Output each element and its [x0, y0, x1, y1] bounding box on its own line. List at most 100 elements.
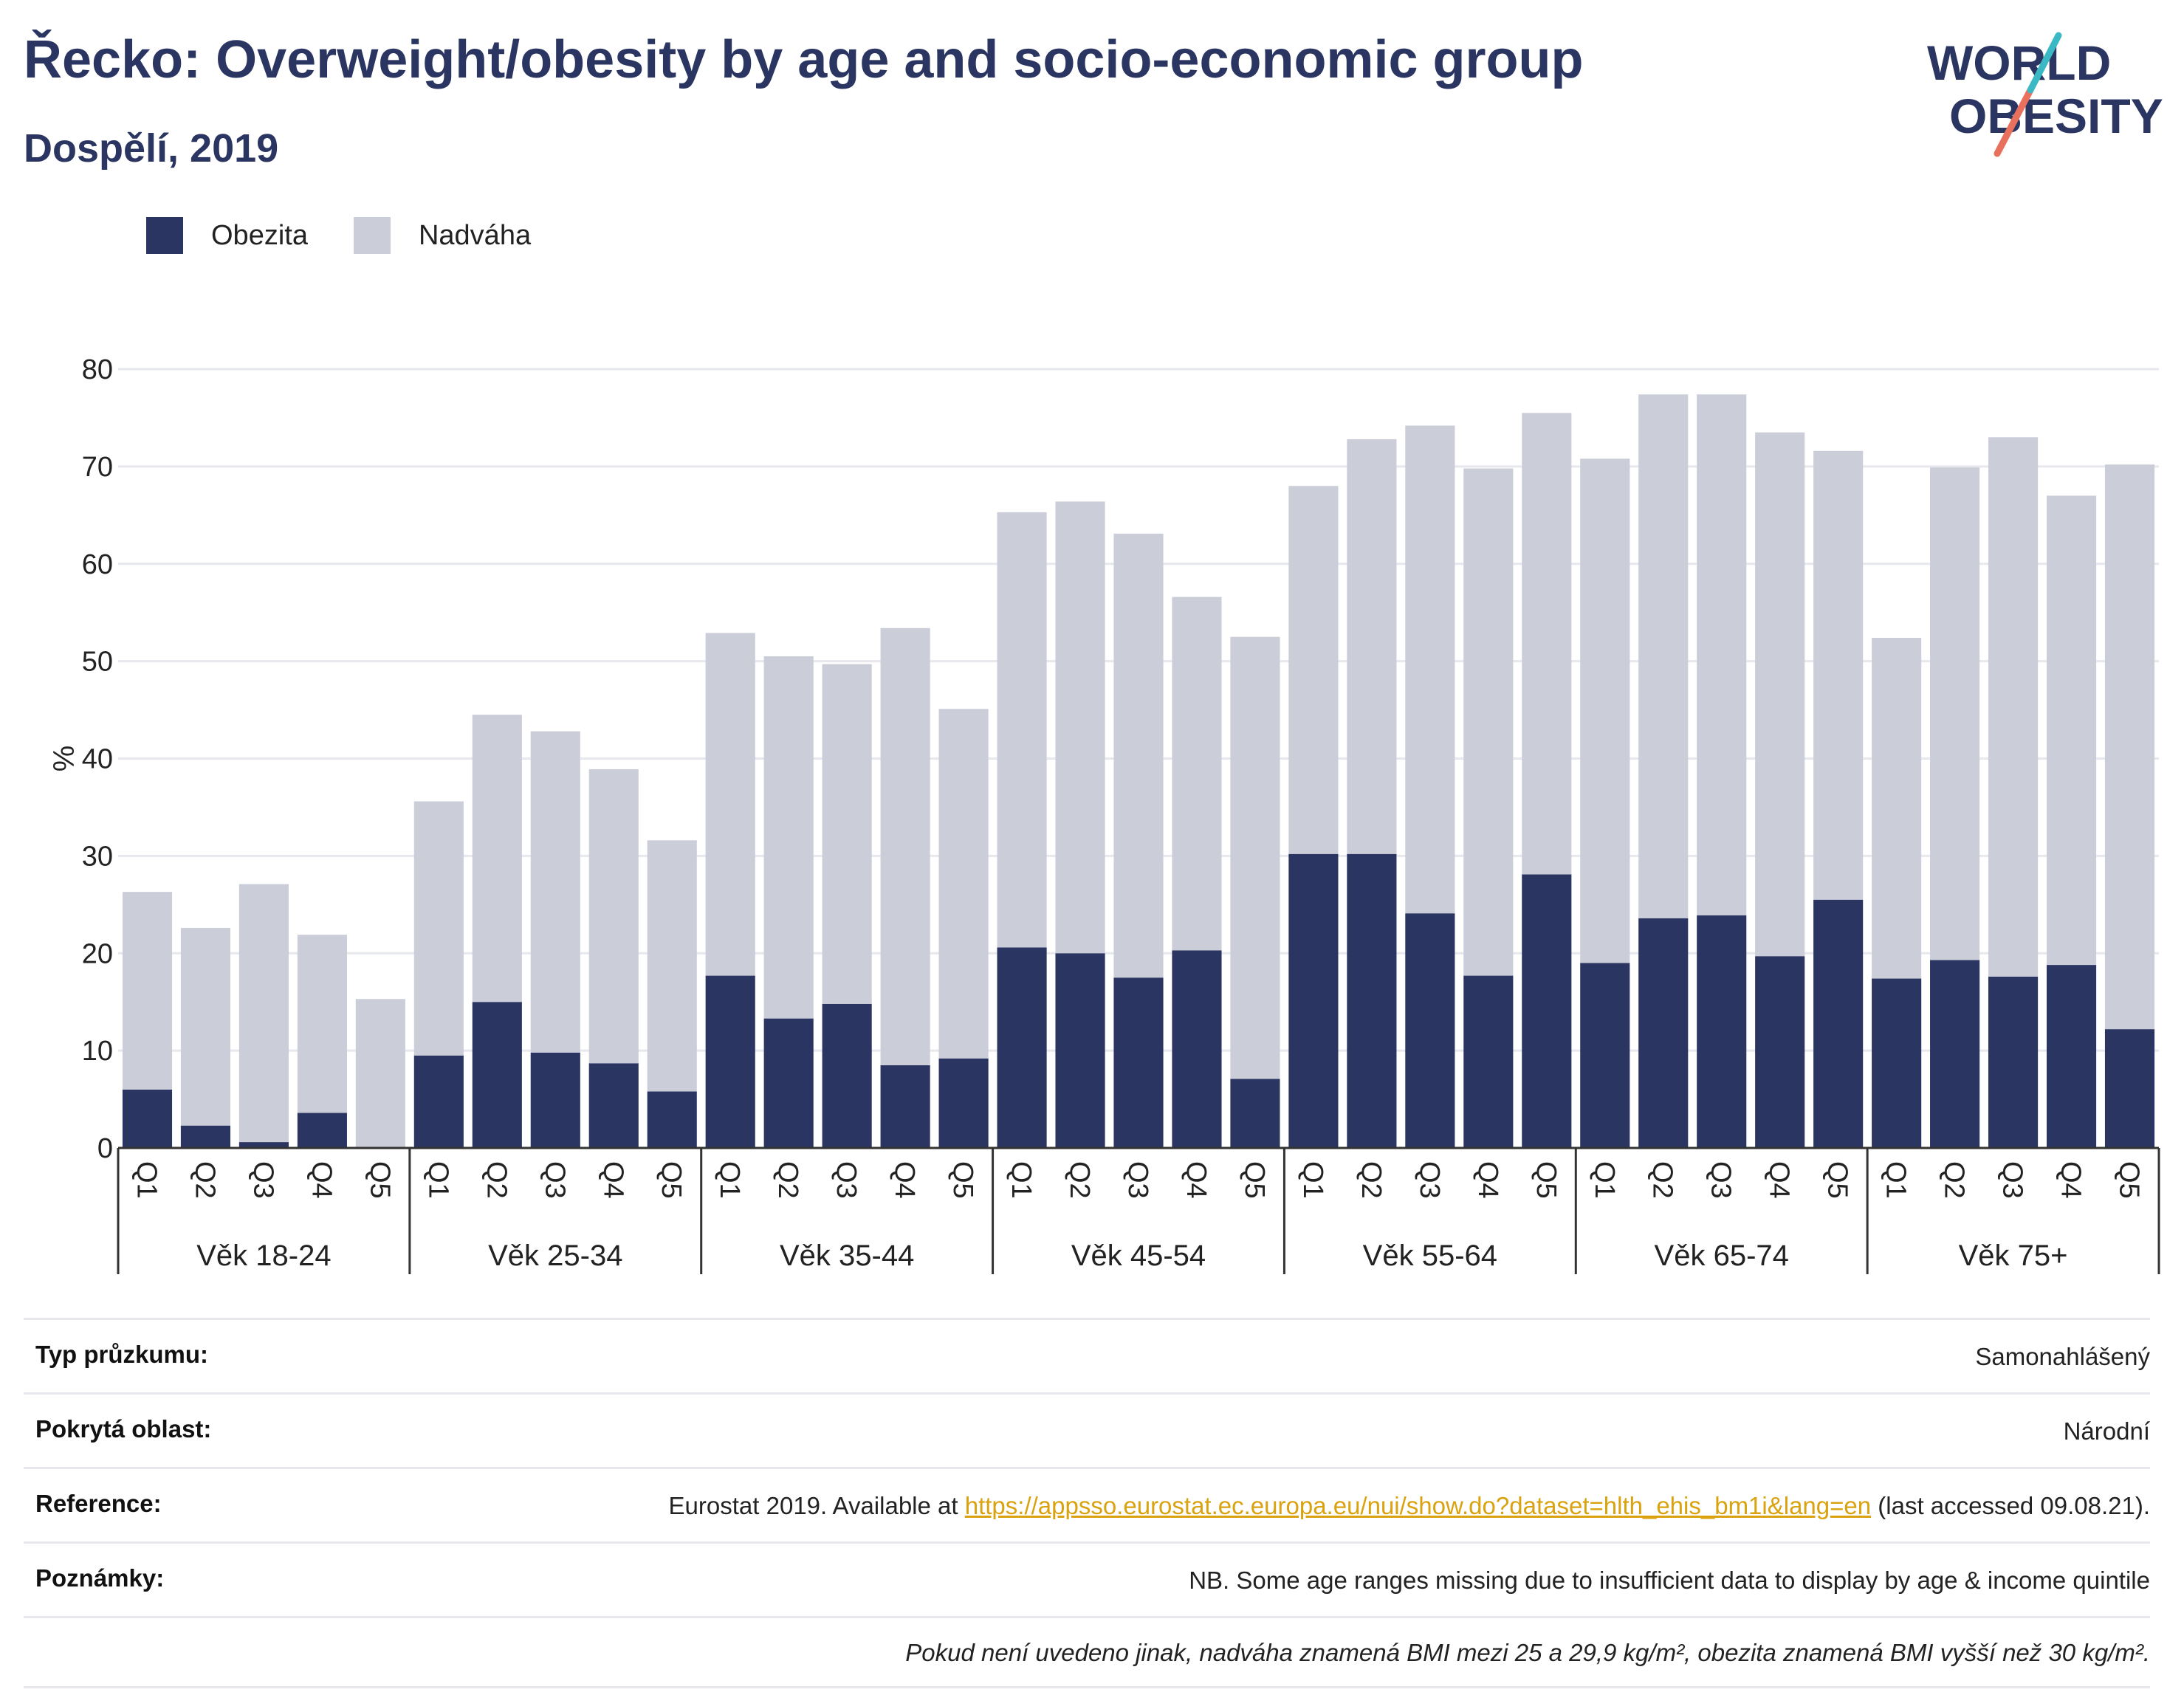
bar-obezita: [1347, 853, 1397, 1148]
y-tick-label: 50: [82, 647, 113, 678]
bar-nadvaha: [1988, 437, 2039, 977]
bar-nadvaha: [1697, 394, 1747, 915]
bar-nadvaha: [1172, 596, 1222, 951]
bar-nadvaha: [763, 656, 814, 1019]
x-group-label: Věk 35-44: [780, 1240, 914, 1272]
reference-prefix: Eurostat 2019. Available at: [668, 1492, 965, 1519]
x-tick-label-quintile: Q2: [772, 1161, 803, 1199]
bar-obezita: [238, 1142, 289, 1148]
bar-nadvaha: [1813, 450, 1864, 900]
stacked-bar-chart: 0 10 20 30 40 50 60 70 80% Q1 Q2 Q3 Q4 Q5 Q1 Q2 Q3 Q4 Q5 Q1…: [47, 354, 2160, 1274]
bar-nadvaha: [1522, 413, 1572, 875]
x-tick-label-quintile: Q2: [189, 1161, 220, 1199]
bar-obezita: [530, 1052, 580, 1148]
legend-label-nadvaha: Nadváha: [418, 219, 532, 251]
y-axis-label: %: [47, 746, 79, 772]
x-tick-label-quintile: Q2: [1064, 1161, 1095, 1199]
meta-value-reference: Eurostat 2019. Available at https://apps…: [669, 1490, 2150, 1522]
x-group-label: Věk 25-34: [488, 1240, 622, 1272]
bar-obezita: [1930, 960, 1980, 1148]
bar-nadvaha: [997, 512, 1047, 948]
bar-obezita: [2046, 965, 2097, 1148]
page-subtitle: Dospělí, 2019: [24, 126, 279, 171]
x-tick-label-quintile: Q3: [831, 1161, 862, 1199]
bar-nadvaha: [1347, 439, 1397, 854]
x-tick-label-quintile: Q1: [714, 1161, 745, 1199]
x-tick-label-quintile: Q1: [1297, 1161, 1328, 1199]
meta-label-coverage: Pokrytá oblast:: [35, 1415, 212, 1443]
reference-suffix: (last accessed 09.08.21).: [1871, 1492, 2150, 1519]
bar-nadvaha: [1638, 394, 1689, 918]
bar-obezita: [413, 1055, 464, 1148]
x-group-label: Věk 18-24: [196, 1240, 331, 1272]
x-tick-label-quintile: Q5: [1239, 1161, 1270, 1199]
bar-obezita: [1755, 956, 1805, 1148]
bar-obezita: [880, 1065, 930, 1148]
legend-swatch-nadvaha: [353, 217, 391, 254]
reference-link[interactable]: https://appsso.eurostat.ec.europa.eu/nui…: [964, 1492, 1872, 1519]
metadata-table: Typ průzkumu: Samonahlášený Pokrytá obla…: [24, 1318, 2150, 1688]
bar-nadvaha: [822, 664, 872, 1004]
y-tick-label: 40: [82, 744, 113, 775]
y-tick-label: 60: [82, 549, 113, 580]
x-tick-label-quintile: Q2: [1647, 1161, 1678, 1199]
x-tick-label-quintile: Q5: [364, 1161, 395, 1199]
logo-slash-teal: [2027, 32, 2062, 94]
x-tick-label-quintile: Q4: [1764, 1161, 1795, 1199]
x-tick-label-quintile: Q5: [1822, 1161, 1853, 1199]
x-tick-label-quintile: Q4: [597, 1161, 628, 1199]
x-group-label: Věk 55-64: [1363, 1240, 1497, 1272]
bar-nadvaha: [1580, 458, 1630, 963]
x-tick-label-quintile: Q4: [1472, 1161, 1503, 1199]
bar-obezita: [472, 1002, 522, 1148]
bar-nadvaha: [472, 715, 522, 1003]
x-tick-label-quintile: Q4: [889, 1161, 920, 1199]
y-tick-label: 70: [82, 452, 113, 483]
bar-obezita: [1638, 918, 1689, 1148]
bar-obezita: [1405, 913, 1455, 1148]
logo-text-world: WORLD: [1927, 35, 2111, 90]
x-tick-label-quintile: Q3: [1414, 1161, 1445, 1199]
y-tick-label: 0: [97, 1133, 113, 1164]
x-tick-label-quintile: Q2: [481, 1161, 512, 1199]
bar-nadvaha: [1930, 467, 1980, 960]
y-tick-label: 10: [82, 1036, 113, 1067]
bar-nadvaha: [355, 999, 405, 1148]
meta-row-survey-type: Typ průzkumu: Samonahlášený: [24, 1318, 2150, 1392]
bar-obezita: [763, 1018, 814, 1148]
bar-obezita: [2104, 1029, 2155, 1148]
x-group-label: Věk 45-54: [1071, 1240, 1206, 1272]
chart-legend: Obezita Nadváha: [146, 217, 577, 254]
bar-nadvaha: [1463, 468, 1514, 976]
logo-text-obesity: OBESITY: [1949, 89, 2163, 143]
x-tick-label-quintile: Q1: [1006, 1161, 1037, 1199]
bar-obezita: [647, 1091, 697, 1148]
meta-label-reference: Reference:: [35, 1490, 162, 1517]
meta-value-coverage: Národní: [2063, 1417, 2150, 1445]
bar-nadvaha: [413, 801, 464, 1056]
bar-nadvaha: [1872, 637, 1922, 979]
legend-item-nadvaha[interactable]: Nadváha: [353, 217, 532, 254]
legend-item-obezita[interactable]: Obezita: [146, 217, 308, 254]
x-tick-label-quintile: Q4: [306, 1161, 337, 1199]
bar-obezita: [1113, 977, 1164, 1148]
x-tick-label-quintile: Q5: [656, 1161, 687, 1199]
bar-obezita: [180, 1125, 231, 1148]
bar-nadvaha: [122, 892, 173, 1090]
bar-obezita: [997, 947, 1047, 1148]
x-tick-label-quintile: Q2: [1356, 1161, 1387, 1199]
bar-nadvaha: [1288, 486, 1339, 854]
x-tick-label-quintile: Q4: [1181, 1161, 1212, 1199]
meta-value-notes: NB. Some age ranges missing due to insuf…: [1189, 1567, 2150, 1594]
x-tick-label-quintile: Q2: [1939, 1161, 1970, 1199]
bar-nadvaha: [2046, 495, 2097, 966]
bar-obezita: [1463, 975, 1514, 1148]
bar-nadvaha: [297, 935, 347, 1113]
bar-obezita: [1580, 963, 1630, 1148]
y-tick-label: 30: [82, 841, 113, 872]
bar-nadvaha: [1230, 636, 1280, 1079]
x-tick-label-quintile: Q5: [2114, 1161, 2145, 1199]
bar-obezita: [122, 1089, 173, 1148]
logo-slash-coral: [1994, 86, 2034, 157]
world-obesity-logo: WORLD OBESITY: [1927, 32, 2163, 157]
